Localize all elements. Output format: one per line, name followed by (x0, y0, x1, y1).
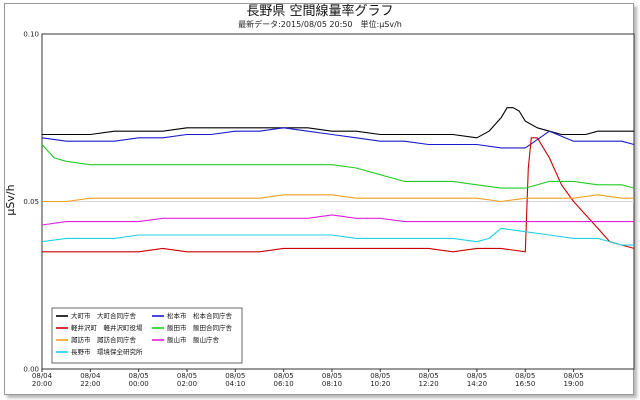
y-tick-label: 0.10 (23, 31, 39, 39)
legend-label: 諏訪市 諏訪合同庁舎 (71, 335, 137, 344)
x-tick-time: 22:00 (80, 380, 100, 388)
x-tick-time: 14:20 (467, 380, 487, 388)
x-tick-date: 08/05 (419, 372, 439, 380)
series-line-1 (41, 127, 635, 149)
x-tick-date: 08/05 (177, 372, 197, 380)
legend-box (51, 307, 243, 364)
series-lines (41, 107, 635, 253)
legend-label: 大町市 大町合同庁舎 (71, 311, 137, 320)
x-tick-time: 16:50 (515, 380, 535, 388)
x-tick-date: 08/05 (225, 372, 245, 380)
series-line-0 (42, 107, 634, 139)
x-tick-date: 08/05 (274, 372, 294, 380)
legend-label: 飯田市 飯田合同庁舎 (167, 323, 233, 332)
x-tick-date: 08/05 (563, 372, 583, 380)
chart-title: 長野県 空間線量率グラフ (246, 3, 393, 19)
series-line-4 (42, 194, 634, 203)
x-tick-date: 08/05 (467, 372, 487, 380)
x-tick-time: 10:20 (370, 380, 390, 388)
legend-label: 飯山市 飯山庁舎 (167, 335, 220, 344)
x-tick-time: 00:00 (129, 380, 149, 388)
y-tick-label: 0.00 (23, 366, 39, 374)
y-axis-ticks: 0.00 0.05 0.10 (23, 31, 39, 374)
x-tick-time: 04:10 (225, 380, 245, 388)
legend-label: 長野市 環境保全研究所 (71, 347, 143, 356)
x-tick-time: 02:00 (177, 380, 197, 388)
x-tick-date: 08/04 (32, 372, 53, 380)
legend-label: 軽井沢町 軽井沢町役場 (71, 323, 143, 332)
series-line-5 (41, 214, 634, 226)
series-line-6 (41, 227, 634, 246)
x-tick-time: 12:20 (419, 380, 439, 388)
chart-subtitle: 最新データ:2015/08/05 20:50 単位:μSv/h (238, 19, 402, 29)
x-tick-time: 08:10 (322, 380, 342, 388)
x-tick-date: 08/05 (322, 372, 342, 380)
x-tick-time: 19:00 (563, 380, 583, 388)
x-tick-date: 08/04 (80, 372, 101, 380)
y-axis-label: μSv/h (4, 184, 17, 215)
x-tick-date: 08/05 (515, 372, 535, 380)
y-tick-label: 0.05 (23, 198, 39, 206)
x-axis-ticks: 08/0420:0008/0422:0008/0500:0008/0502:00… (32, 369, 584, 388)
x-tick-time: 20:00 (32, 380, 52, 388)
legend-label: 松本市 松本合同庁舎 (167, 311, 233, 320)
x-tick-date: 08/05 (370, 372, 390, 380)
series-line-3 (41, 144, 635, 189)
x-tick-date: 08/05 (129, 372, 149, 380)
x-tick-time: 06:10 (274, 380, 294, 388)
